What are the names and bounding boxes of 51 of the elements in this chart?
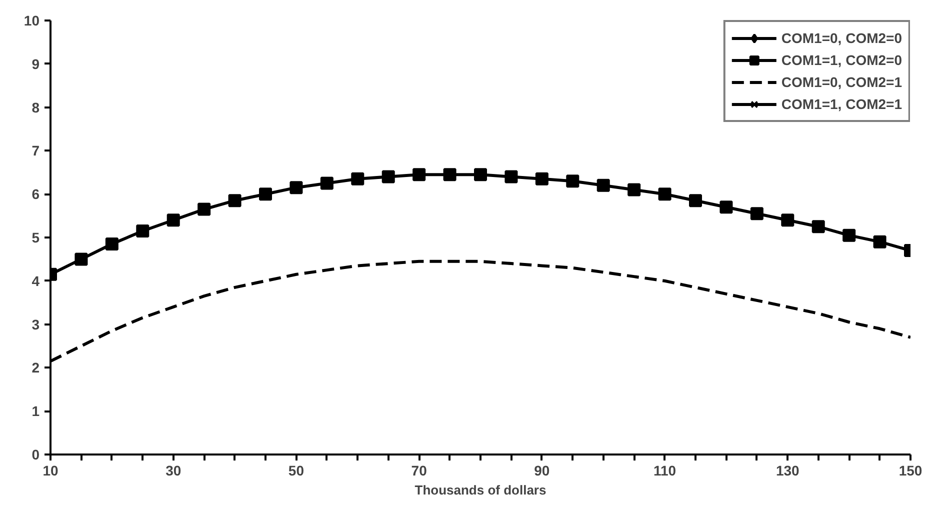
y-tick-label: 0: [32, 446, 40, 462]
point: [596, 178, 610, 192]
legend-label: COM1=1, COM2=1: [781, 96, 902, 112]
point: [259, 188, 272, 201]
y-tick-label: 2: [32, 360, 40, 376]
y-tick-label: 1: [32, 403, 40, 420]
legend-label: COM1=1, COM2=0: [781, 52, 902, 68]
point: [504, 170, 518, 184]
x-tick-label: 90: [534, 462, 550, 478]
point: [658, 188, 672, 201]
point: [198, 202, 211, 216]
point: [166, 214, 180, 227]
y-tick-label: 5: [32, 230, 40, 246]
x-tick-label: 10: [42, 462, 58, 478]
y-tick-label: 4: [32, 272, 40, 289]
point: [443, 168, 456, 182]
y-tick-label: 10: [24, 12, 40, 28]
point: [535, 172, 548, 186]
x-axis-title: Thousands of dollars: [414, 482, 546, 498]
point: [750, 207, 764, 220]
point: [873, 235, 886, 248]
legend-label: COM1=0, COM2=1: [781, 74, 902, 90]
point: [351, 172, 364, 186]
point: [320, 176, 334, 190]
point: [720, 200, 733, 214]
point: [689, 194, 702, 208]
point: [412, 168, 426, 182]
point: [842, 228, 856, 242]
point: [105, 238, 118, 251]
y-tick-label: 8: [32, 99, 40, 116]
point: [812, 220, 825, 234]
point: [382, 170, 395, 184]
x-tick-label: 70: [411, 462, 428, 478]
x-tick-label: 110: [653, 462, 676, 478]
y-tick-label: 3: [32, 316, 40, 332]
x-tick-label: 30: [166, 462, 182, 478]
y-tick-label: 6: [32, 186, 40, 202]
point: [290, 181, 303, 194]
point: [74, 252, 88, 266]
y-tick-label: 7: [32, 142, 40, 159]
point: [136, 224, 150, 238]
point: [474, 168, 487, 182]
point: [228, 194, 242, 208]
point: [781, 214, 794, 227]
point: [628, 183, 641, 196]
legend-label: COM1=0, COM2=0: [781, 30, 902, 46]
x-tick-label: 130: [776, 462, 800, 478]
y-tick-label: 9: [32, 56, 40, 72]
x-tick-label: 150: [898, 462, 922, 478]
point: [566, 174, 580, 188]
x-tick-label: 50: [288, 462, 304, 478]
